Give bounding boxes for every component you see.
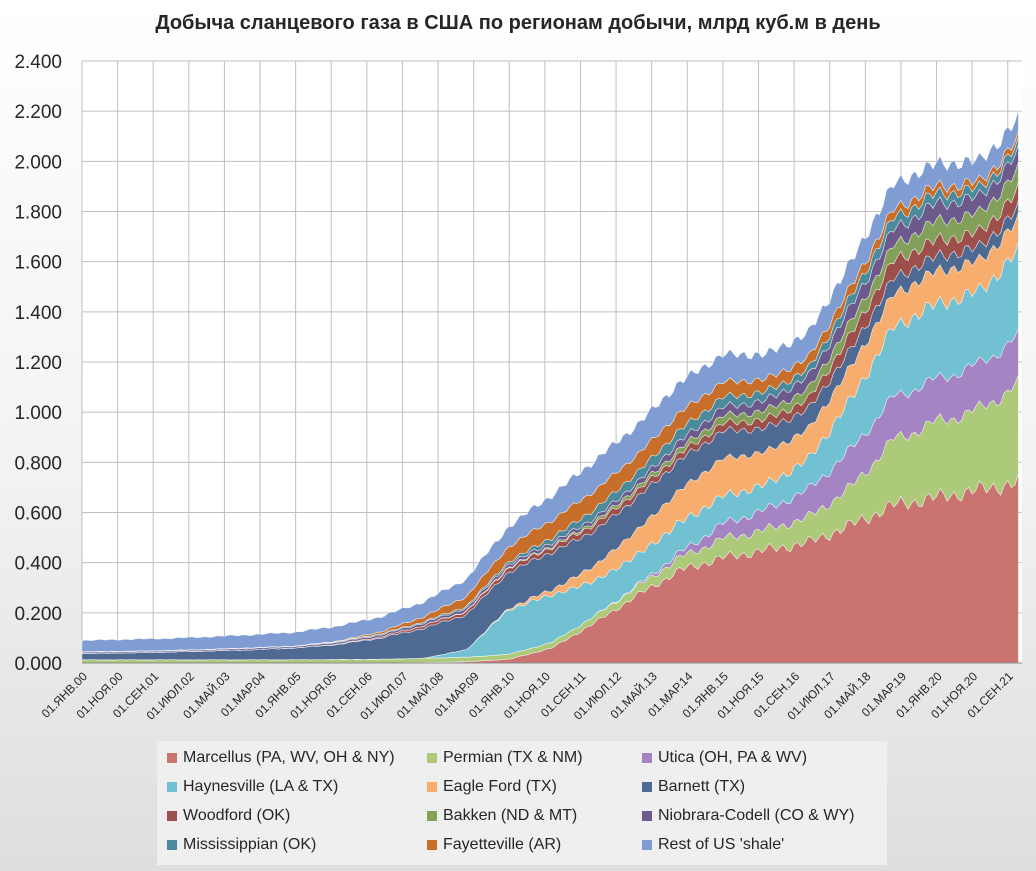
y-tick-label: 0.000 (14, 654, 62, 675)
y-tick-label: 1.600 (14, 253, 62, 274)
y-tick-label: 1.400 (14, 303, 62, 324)
legend-swatch (427, 782, 437, 792)
legend-item: Fayetteville (AR) (427, 836, 561, 854)
y-tick-label: 0.400 (14, 554, 62, 575)
y-tick-label: 0.200 (14, 604, 62, 625)
legend-label: Niobrara-Codell (CO & WY) (658, 807, 855, 824)
legend-swatch (642, 753, 652, 763)
legend-swatch (167, 840, 177, 850)
legend-item: Utica (OH, PA & WV) (642, 749, 807, 767)
legend-label: Woodford (OK) (183, 807, 291, 824)
legend-label: Permian (TX & NM) (443, 749, 583, 766)
legend-swatch (427, 753, 437, 763)
legend-item: Eagle Ford (TX) (427, 778, 557, 796)
legend-item: Bakken (ND & MT) (427, 807, 577, 825)
legend-label: Barnett (TX) (658, 778, 746, 795)
legend-item: Marcellus (PA, WV, OH & NY) (167, 749, 395, 767)
legend-label: Haynesville (LA & TX) (183, 778, 339, 795)
area-series (81, 110, 1019, 653)
y-tick-label: 0.600 (14, 504, 62, 525)
y-tick-label: 1.000 (14, 403, 62, 424)
y-tick-label: 1.800 (14, 203, 62, 224)
legend-label: Eagle Ford (TX) (443, 778, 557, 795)
legend-item: Rest of US 'shale' (642, 836, 784, 854)
legend-swatch (427, 811, 437, 821)
legend-swatch (167, 811, 177, 821)
legend-swatch (642, 782, 652, 792)
legend-item: Niobrara-Codell (CO & WY) (642, 807, 854, 825)
legend-swatch (427, 840, 437, 850)
legend: Marcellus (PA, WV, OH & NY) Permian (TX &… (157, 741, 887, 865)
y-tick-label: 2.200 (14, 102, 62, 123)
legend-item: Woodford (OK) (167, 807, 290, 825)
y-tick-label: 1.200 (14, 353, 62, 374)
legend-label: Marcellus (PA, WV, OH & NY) (183, 749, 395, 766)
legend-label: Mississippian (OK) (183, 836, 317, 853)
legend-label: Fayetteville (AR) (443, 836, 562, 853)
legend-swatch (642, 840, 652, 850)
y-tick-label: 2.000 (14, 152, 62, 173)
y-axis: 0.000 0.200 0.400 0.600 0.800 1.000 1.200 1.400… (14, 52, 62, 675)
legend-item: Haynesville (LA & TX) (167, 778, 338, 796)
legend-item: Permian (TX & NM) (427, 749, 583, 767)
stacked-areas (81, 110, 1019, 664)
legend-label: Rest of US 'shale' (658, 836, 785, 853)
legend-item: Mississippian (OK) (167, 836, 316, 854)
legend-label: Bakken (ND & MT) (443, 807, 578, 824)
x-axis: 01.ЯНВ.0001.НОЯ.0001.СЕН.0101.ИЮЛ.0201.М… (39, 662, 1022, 723)
y-tick-label: 0.800 (14, 453, 62, 474)
y-tick-label: 2.400 (14, 52, 62, 73)
legend-item: Barnett (TX) (642, 778, 745, 796)
chart-title: Добыча сланцевого газа в США по регионам… (155, 12, 881, 34)
legend-swatch (167, 753, 177, 763)
legend-swatch (167, 782, 177, 792)
legend-label: Utica (OH, PA & WV) (658, 749, 808, 766)
legend-swatch (642, 811, 652, 821)
